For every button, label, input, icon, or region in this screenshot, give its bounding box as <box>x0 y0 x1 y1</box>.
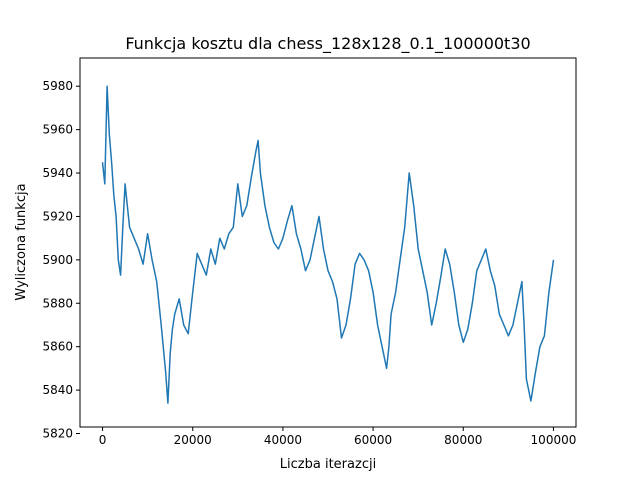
y-tick-label: 5940 <box>42 166 73 180</box>
y-tick-label: 5840 <box>42 383 73 397</box>
y-tick-label: 5900 <box>42 253 73 267</box>
series-line <box>101 85 555 404</box>
y-tick-label: 5980 <box>42 79 73 93</box>
x-tick-label: 60000 <box>354 433 392 447</box>
x-axis-label: Liczba iterazcji <box>280 457 376 472</box>
x-tick-label: 100000 <box>531 433 577 447</box>
y-tick-label: 5820 <box>42 427 73 441</box>
y-tick-label: 5880 <box>42 296 73 310</box>
x-tick-label: 40000 <box>264 433 302 447</box>
plot-frame <box>79 57 577 428</box>
y-axis-label: Wyliczona funkcja <box>14 183 29 300</box>
chart-title: Funkcja kosztu dla chess_128x128_0.1_100… <box>125 34 530 54</box>
x-tick-label: 20000 <box>174 433 212 447</box>
x-tick-label: 0 <box>99 433 107 447</box>
y-tick-label: 5860 <box>42 340 73 354</box>
y-tick-label: 5960 <box>42 123 73 137</box>
x-tick-label: 80000 <box>444 433 482 447</box>
y-tick-label: 5920 <box>42 209 73 223</box>
